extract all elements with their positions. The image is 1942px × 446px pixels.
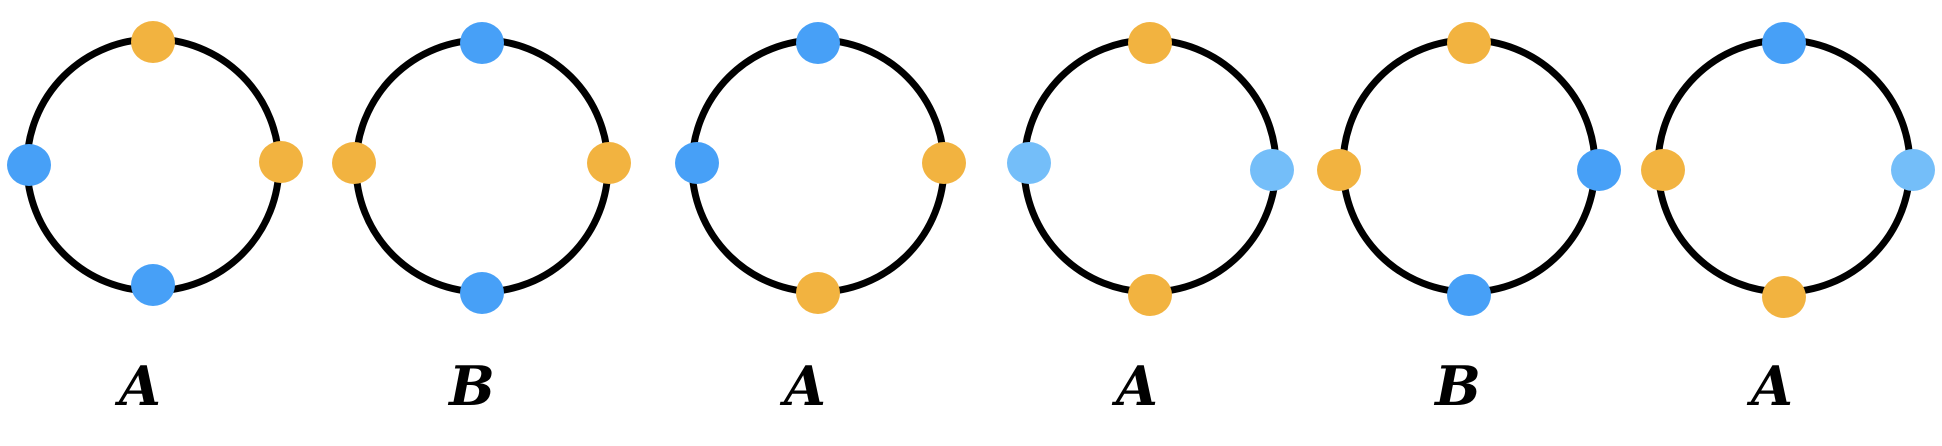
node-bottom-orange	[1128, 274, 1172, 316]
node-left-orange	[1317, 149, 1361, 191]
node-left-blue	[675, 142, 719, 184]
node-right-orange	[922, 142, 966, 184]
node-bottom-blue	[1447, 274, 1491, 316]
diagram-label: B	[447, 354, 495, 418]
node-left-light-blue	[1007, 142, 1051, 184]
ring	[352, 36, 612, 296]
ring	[1654, 36, 1914, 296]
node-right-orange	[587, 142, 631, 184]
node-bottom-blue	[131, 264, 175, 306]
node-right-light-blue	[1250, 149, 1294, 191]
node-top-orange	[1447, 22, 1491, 64]
ring	[688, 36, 948, 296]
ring	[23, 35, 283, 295]
node-left-blue	[7, 144, 51, 186]
node-top-blue	[1762, 22, 1806, 64]
node-right-light-blue	[1891, 149, 1935, 191]
ring-diagram-5: B	[1317, 22, 1621, 418]
node-left-orange	[332, 142, 376, 184]
node-top-orange	[131, 21, 175, 63]
ring-diagram-1: A	[7, 21, 303, 418]
node-left-orange	[1641, 149, 1685, 191]
ring-diagram-3: A	[675, 22, 966, 418]
ring-diagram-6: A	[1641, 22, 1935, 418]
diagram-label: A	[114, 354, 161, 418]
ring	[1020, 36, 1280, 296]
diagram-label: A	[1746, 354, 1793, 418]
diagram-label: A	[779, 354, 826, 418]
diagram-label: B	[1433, 354, 1481, 418]
ring	[1339, 36, 1599, 296]
node-top-blue	[796, 22, 840, 64]
node-right-blue	[1577, 149, 1621, 191]
ring-diagram-2: B	[332, 22, 631, 418]
node-bottom-orange	[796, 272, 840, 314]
diagram-label: A	[1111, 354, 1158, 418]
node-bottom-orange	[1762, 276, 1806, 318]
node-top-blue	[460, 22, 504, 64]
node-top-orange	[1128, 22, 1172, 64]
ring-diagram-4: A	[1007, 22, 1294, 418]
node-right-orange	[259, 141, 303, 183]
node-bottom-blue	[460, 272, 504, 314]
